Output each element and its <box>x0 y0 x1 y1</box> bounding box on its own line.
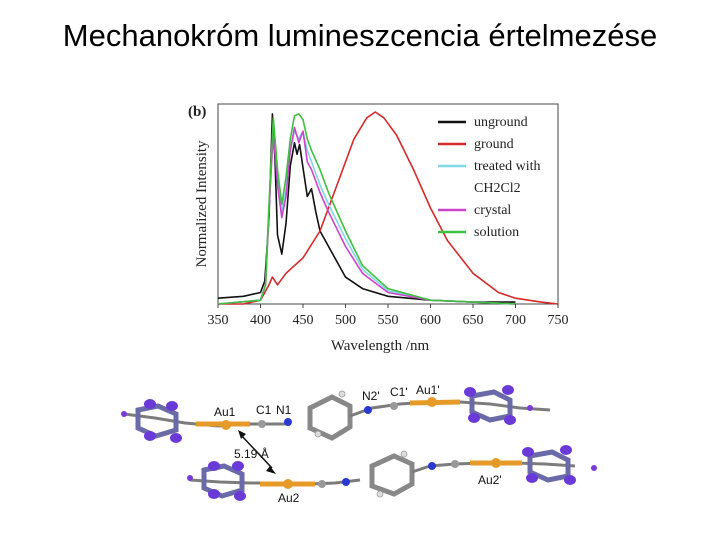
upper-h-atom-1 <box>314 430 322 438</box>
label-au2p: Au2' <box>478 473 502 487</box>
lower-n-atom <box>342 478 350 486</box>
lower-left-aryl <box>187 461 246 501</box>
x-axis-label: Wavelength /nm <box>331 338 430 354</box>
upper-au1p-atom <box>427 397 437 407</box>
label-n1: N1 <box>276 403 292 417</box>
label-distance: 5.19 Å <box>234 446 269 461</box>
series-line-3 <box>217 126 516 305</box>
lower-c-atom <box>318 480 326 488</box>
x-tick-label: 600 <box>420 313 441 328</box>
x-tick-label: 450 <box>293 313 314 328</box>
chart-legend: unground ground treated with CH2Cl2 crystal s… <box>438 115 540 240</box>
x-tick-label: 400 <box>250 313 271 328</box>
legend-label-1: ground <box>474 137 514 152</box>
aurophilic-distance-indicator <box>238 430 276 474</box>
lower-au2p-atom <box>491 458 501 468</box>
crystal-structure-diagram: Au1 C1 N1 N2' C1' Au1' 5.19 Å Au2 Au2' <box>121 383 597 505</box>
lower-au2-atom <box>283 479 293 489</box>
upper-right-aryl <box>464 385 533 425</box>
x-tick-label: 350 <box>208 313 229 328</box>
upper-c1-atom <box>258 420 266 428</box>
x-tick-label: 550 <box>378 313 399 328</box>
label-c1p: C1' <box>390 385 408 399</box>
x-tick-label: 500 <box>335 313 356 328</box>
upper-h-atom-2 <box>338 390 346 398</box>
lower-right-aryl <box>522 445 597 485</box>
legend-label-2: treated with <box>474 159 540 174</box>
x-tick-label: 650 <box>463 313 484 328</box>
lower-molecule <box>187 445 597 501</box>
label-c1: C1 <box>256 403 272 417</box>
upper-left-aryl <box>121 399 182 443</box>
label-au1: Au1 <box>214 405 236 419</box>
upper-phenyl-ring <box>307 394 353 441</box>
emission-spectrum-chart: 350 400 450 500 550 600 650 700 750 (b) Normaliz… <box>188 103 569 354</box>
upper-au1-atom <box>221 420 231 430</box>
slide-title: Mechanokróm lumineszcencia értelmezése <box>62 18 658 53</box>
label-au2: Au2 <box>278 491 300 505</box>
upper-c1p-atom <box>390 402 398 410</box>
legend-label-4: solution <box>474 225 519 240</box>
x-tick-label: 700 <box>505 313 526 328</box>
legend-label-2-line2: CH2Cl2 <box>474 181 521 196</box>
lower-h-atom-1 <box>376 490 384 498</box>
legend-label-0: unground <box>474 115 528 130</box>
y-axis-label: Normalized Intensity <box>194 140 210 268</box>
label-au1p: Au1' <box>416 383 440 397</box>
panel-label: (b) <box>188 104 206 120</box>
lower-phenyl-ring <box>369 453 415 497</box>
upper-n2p-atom <box>364 406 372 414</box>
lower-n-atom-right <box>428 462 436 470</box>
x-ticks: 350 400 450 500 550 600 650 700 750 <box>208 304 569 328</box>
series-line-1 <box>218 111 559 305</box>
legend-label-3: crystal <box>474 203 511 218</box>
upper-molecule <box>121 385 551 443</box>
lower-c-atom-right <box>451 460 459 468</box>
label-n2p: N2' <box>362 389 380 403</box>
x-tick-label: 750 <box>548 313 569 328</box>
lower-h-atom-2 <box>400 450 408 458</box>
series-line-4 <box>217 113 516 305</box>
series-group <box>217 111 559 305</box>
upper-n1-atom <box>284 418 292 426</box>
